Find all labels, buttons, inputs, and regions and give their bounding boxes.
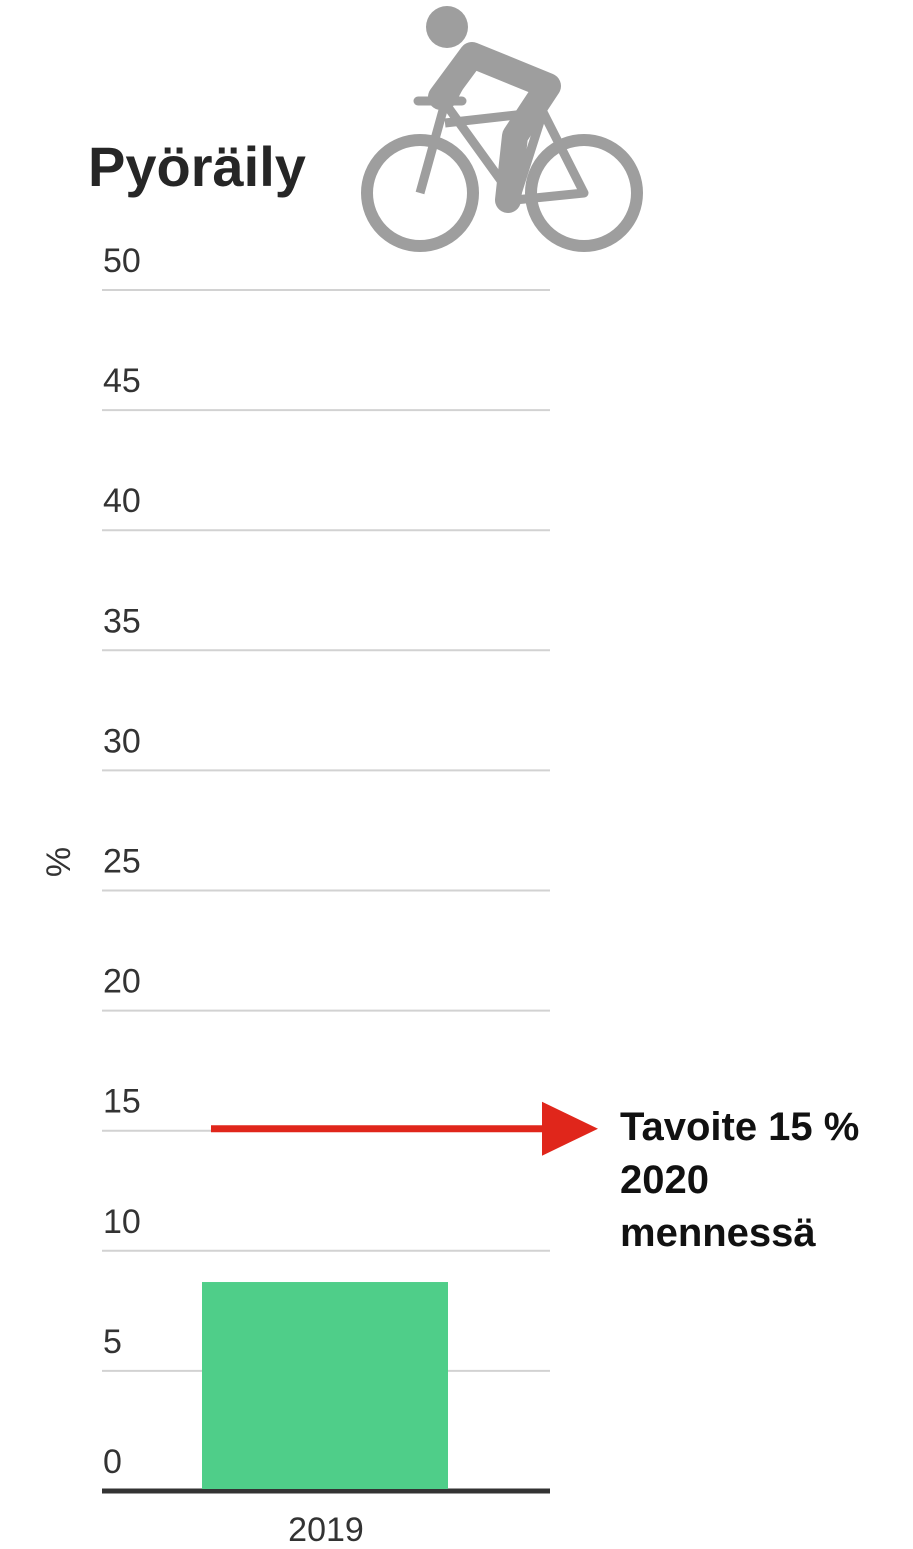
- target-arrow-head: [542, 1102, 598, 1156]
- y-tick-label: 10: [103, 1203, 141, 1241]
- y-tick-label: 25: [103, 843, 141, 881]
- chart-title: Pyöräily: [88, 135, 306, 198]
- bicycle-rider-icon: [367, 6, 637, 246]
- x-tick-label: 2019: [288, 1511, 364, 1549]
- target-annotation-line: 2020: [620, 1158, 709, 1202]
- y-tick-label: 20: [103, 963, 141, 1001]
- y-tick-label: 35: [103, 602, 141, 640]
- y-tick-label: 45: [103, 362, 141, 400]
- y-tick-label: 15: [103, 1083, 141, 1121]
- y-tick-label: 50: [103, 242, 141, 280]
- y-tick-label: 30: [103, 722, 141, 760]
- y-tick-label: 40: [103, 482, 141, 520]
- y-axis-label: %: [40, 847, 78, 877]
- y-tick-label: 0: [103, 1443, 122, 1481]
- y-tick-label: 5: [103, 1323, 122, 1361]
- bar: [202, 1282, 448, 1489]
- target-annotation-line: mennessä: [620, 1211, 816, 1255]
- target-annotation-line: Tavoite 15 %: [620, 1105, 859, 1149]
